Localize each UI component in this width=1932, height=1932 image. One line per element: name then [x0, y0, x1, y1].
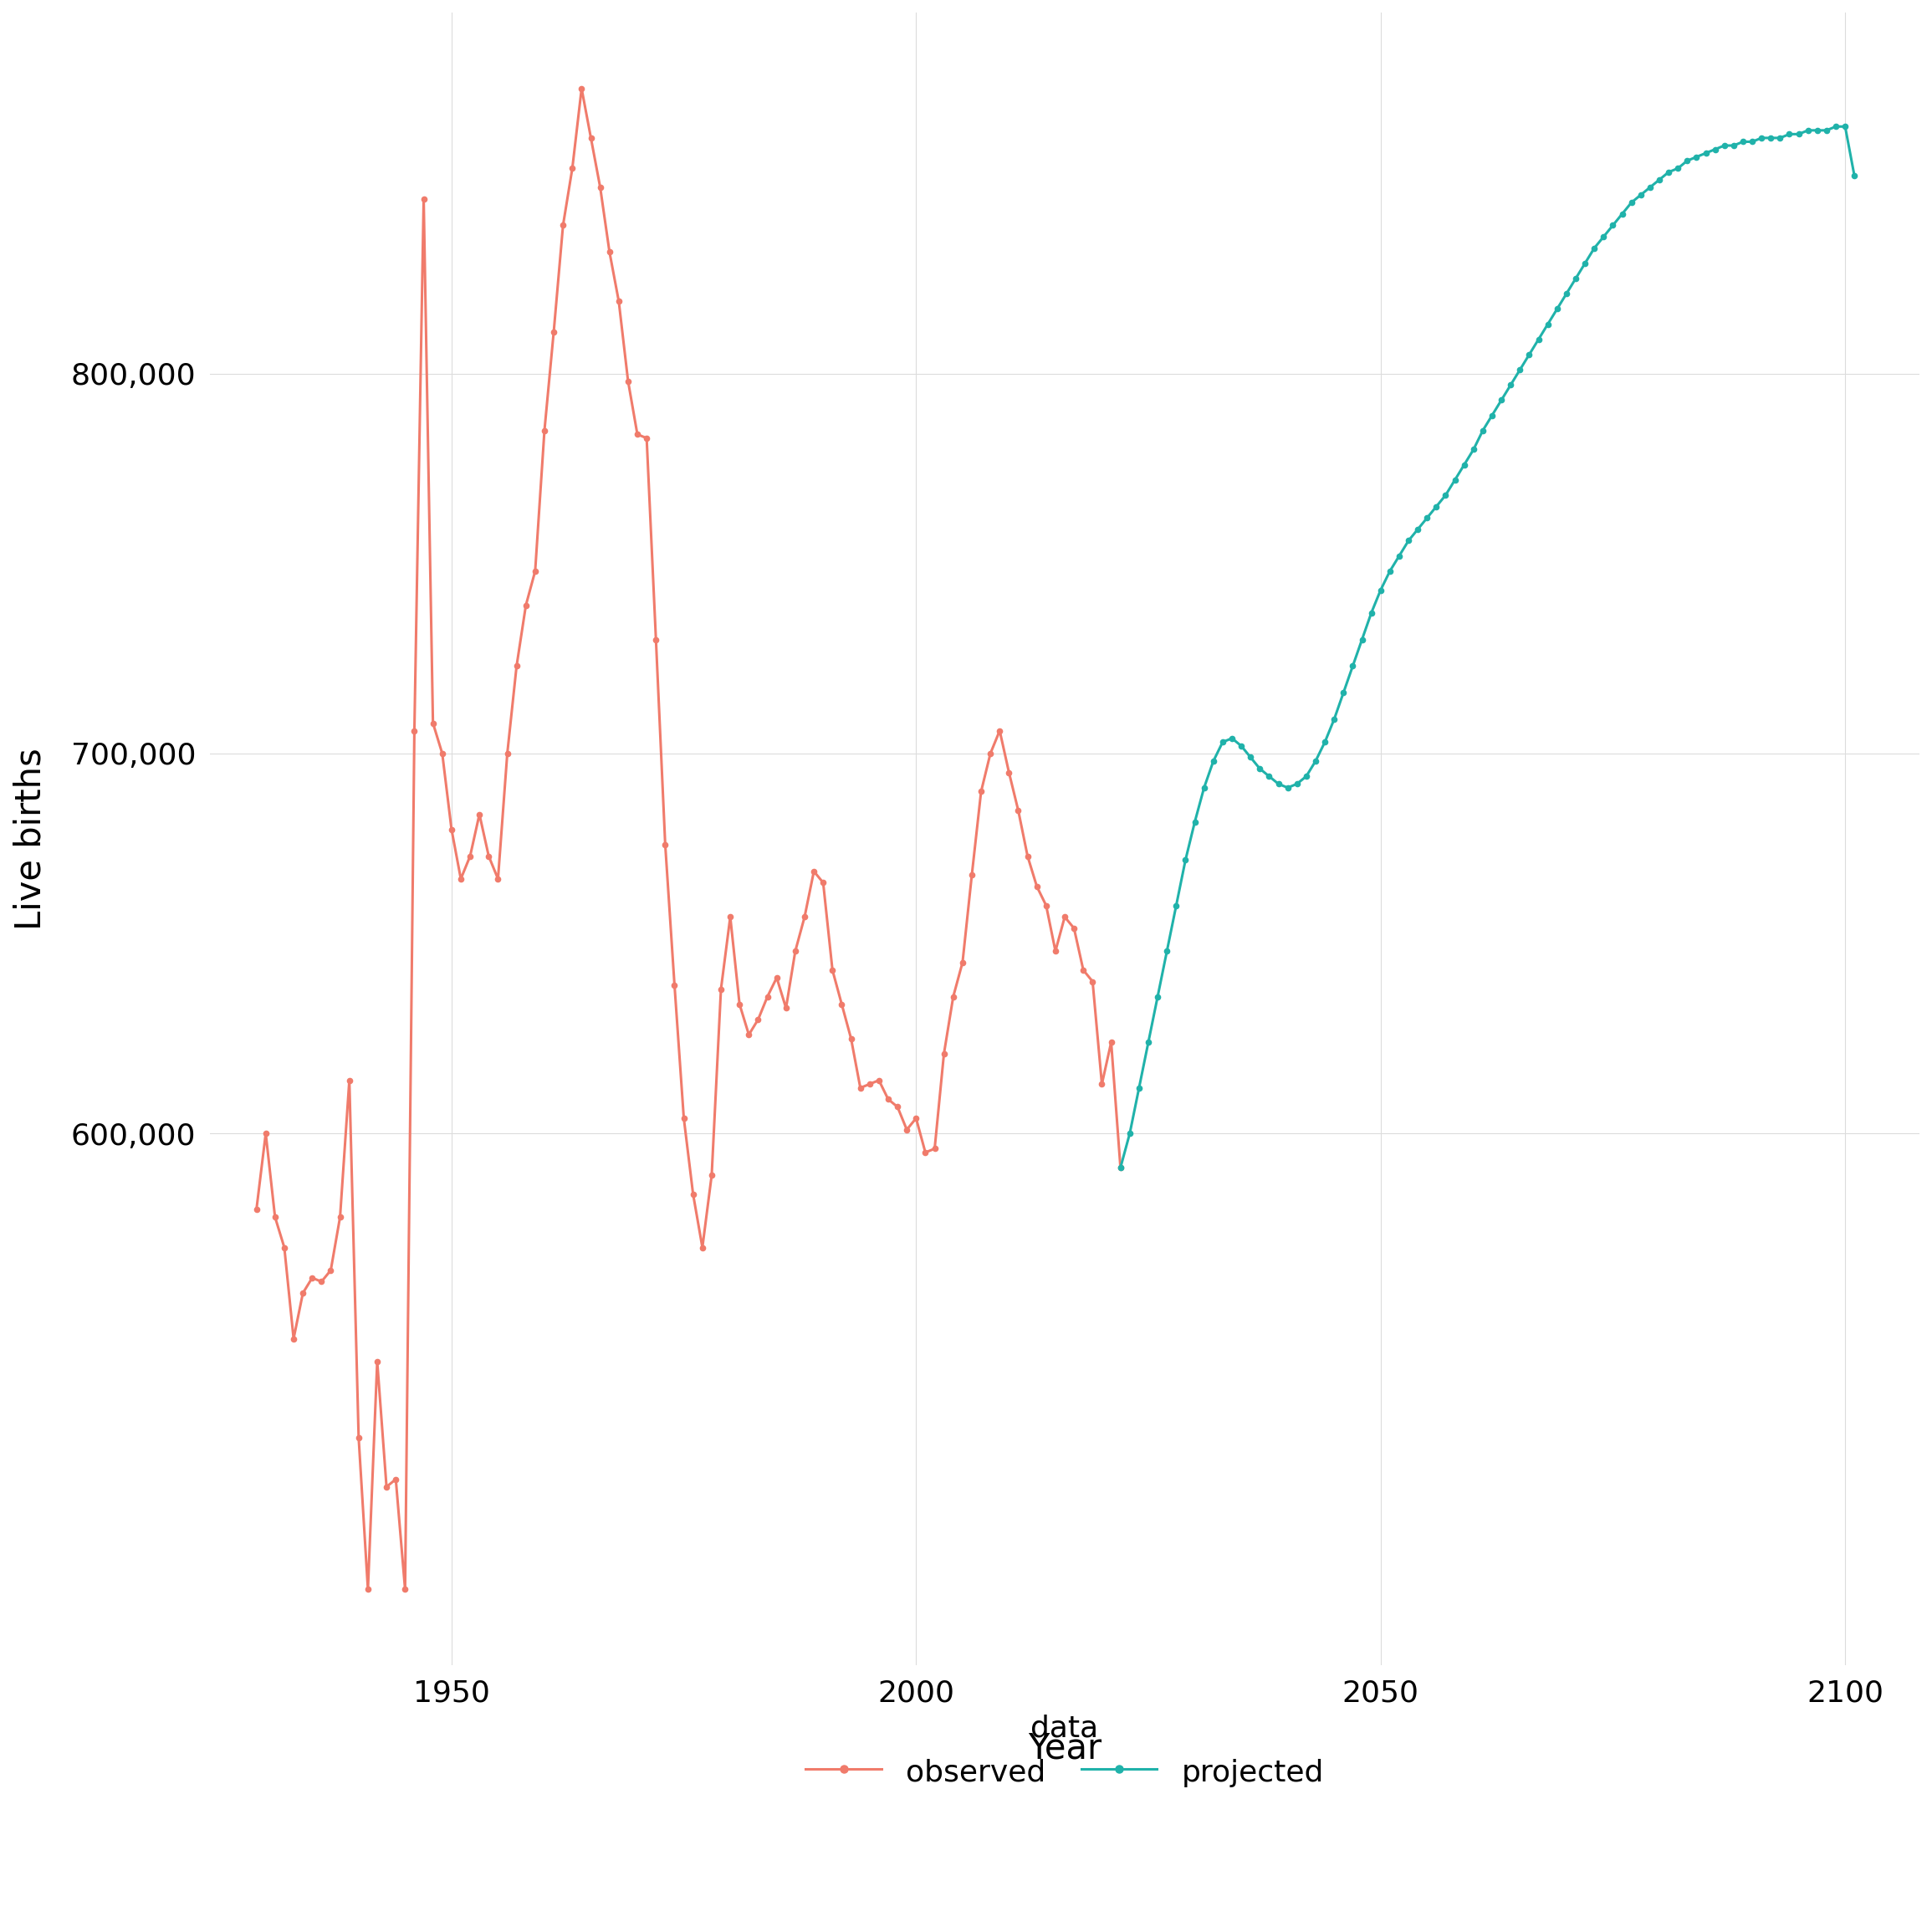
- Legend: observed, projected: observed, projected: [794, 1702, 1335, 1799]
- X-axis label: Year: Year: [1028, 1731, 1101, 1766]
- Y-axis label: Live births: Live births: [12, 748, 48, 929]
